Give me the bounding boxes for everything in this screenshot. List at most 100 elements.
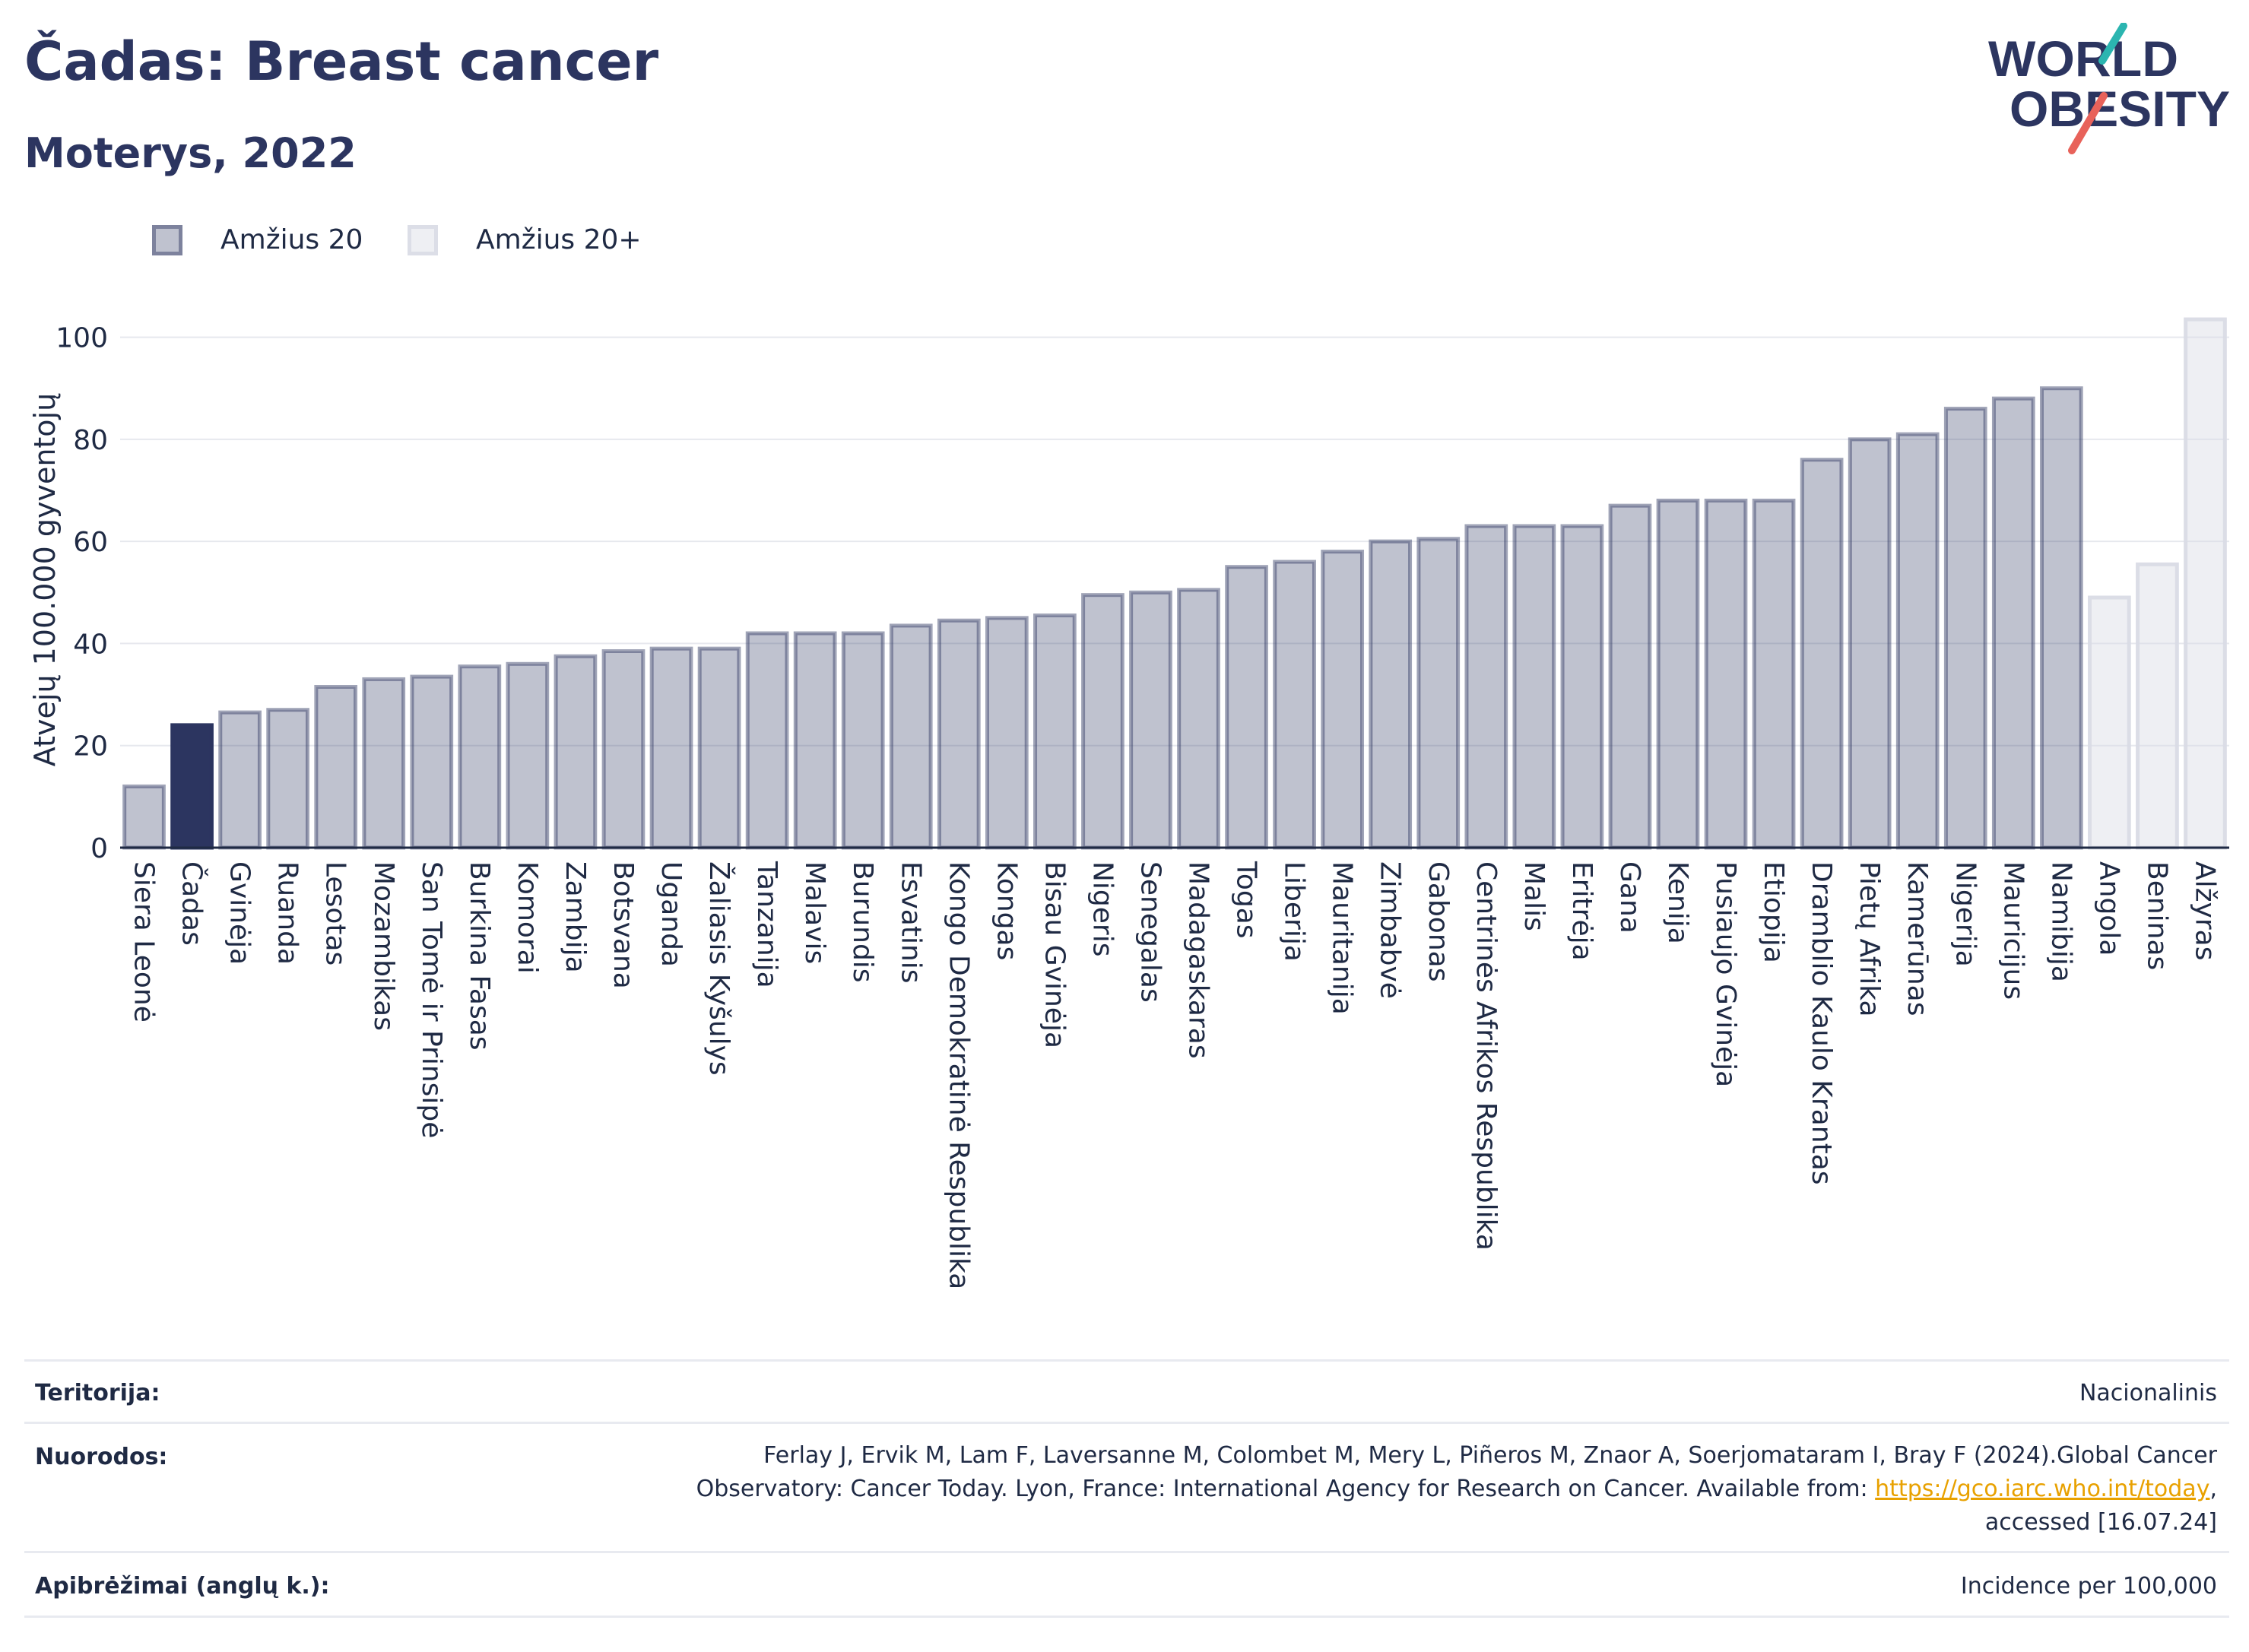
bar-19[interactable]	[985, 616, 1029, 850]
legend-swatch-age-20	[152, 224, 182, 255]
bar-6[interactable]	[362, 677, 406, 850]
y-tick-label: 20	[73, 731, 108, 763]
bar-34[interactable]	[1704, 498, 1748, 850]
x-tick-label: Pusiaujo Gvinėja	[1710, 861, 1741, 1087]
bar-31[interactable]	[1560, 524, 1604, 850]
bar-35[interactable]	[1752, 498, 1796, 850]
bar-44[interactable]	[2184, 317, 2227, 850]
bar-14[interactable]	[745, 631, 789, 850]
bar-9[interactable]	[506, 661, 550, 850]
bar-42[interactable]	[2088, 595, 2131, 850]
bar-21[interactable]	[1081, 593, 1124, 850]
x-tick-label: Burkina Fasas	[464, 861, 495, 1051]
legend-item-age-20[interactable]: Amžius 20	[152, 224, 363, 255]
bar-41[interactable]	[2039, 386, 2083, 850]
info-row-definitions: Apibrėžimai (anglų k.): Incidence per 10…	[24, 1551, 2229, 1618]
bar-43[interactable]	[2136, 562, 2179, 850]
bar-22[interactable]	[1129, 590, 1172, 850]
bar-11[interactable]	[601, 649, 646, 850]
legend-item-age-20-plus[interactable]: Amžius 20+	[408, 224, 642, 255]
x-tick-label: Botsvana	[607, 861, 639, 989]
x-tick-label: Malis	[1518, 861, 1550, 931]
references-line-3: accessed [16.07.24]	[1984, 1509, 2217, 1536]
bar-10[interactable]	[554, 654, 598, 850]
bar-15[interactable]	[793, 631, 837, 850]
bar-5[interactable]	[314, 685, 358, 850]
bar-4[interactable]	[266, 708, 310, 850]
bar-30[interactable]	[1512, 524, 1556, 850]
logo-line-1: WORLD	[1988, 30, 2178, 87]
bar-25[interactable]	[1273, 560, 1316, 850]
x-tick-label: Nigeris	[1086, 861, 1118, 957]
y-tick-label: 40	[73, 629, 108, 660]
bar-26[interactable]	[1321, 550, 1365, 850]
references-line-1: Ferlay J, Ervik M, Lam F, Laversanne M, …	[763, 1442, 2217, 1469]
y-tick-label: 100	[56, 323, 108, 354]
legend-label-age-20-plus: Amžius 20+	[476, 224, 642, 255]
references-value: Ferlay J, Ervik M, Lam F, Laversanne M, …	[696, 1439, 2217, 1539]
references-line-2: Observatory: Cancer Today. Lyon, France:…	[696, 1473, 2217, 1506]
x-tick-label: Malavis	[799, 861, 830, 964]
references-link[interactable]: https://gco.iarc.who.int/today	[1875, 1476, 2210, 1502]
bar-40[interactable]	[1991, 396, 2035, 850]
y-axis-label: Atvejų 100.000 gyventojų	[28, 393, 62, 766]
territory-value: Nacionalinis	[2079, 1380, 2217, 1406]
x-tick-label: Mauritanija	[1327, 861, 1358, 1015]
bar-16[interactable]	[841, 631, 885, 850]
definitions-label: Apibrėžimai (anglų k.):	[35, 1573, 330, 1600]
bar-38[interactable]	[1895, 432, 1940, 850]
world-obesity-logo: WORLD OBESITY	[1988, 23, 2230, 154]
bar-36[interactable]	[1800, 458, 1844, 850]
references-line-2-text: Observatory: Cancer Today. Lyon, France:…	[696, 1476, 1876, 1502]
x-tick-label: Žaliasis Kyšulys	[703, 861, 735, 1076]
bar-27[interactable]	[1369, 539, 1413, 850]
bar-13[interactable]	[697, 646, 741, 850]
bar-2[interactable]	[170, 723, 214, 850]
bar-8[interactable]	[458, 664, 502, 850]
bars	[122, 317, 2227, 850]
references-line-2-end: ,	[2209, 1476, 2217, 1502]
bar-23[interactable]	[1177, 588, 1220, 850]
bar-20[interactable]	[1033, 614, 1077, 850]
bar-17[interactable]	[889, 623, 933, 850]
logo-slash-teal	[2098, 23, 2127, 65]
x-tick-label: Alžyras	[2189, 861, 2220, 960]
x-tick-label: Madagaskaras	[1183, 861, 1214, 1059]
bar-32[interactable]	[1608, 503, 1652, 850]
bar-39[interactable]	[1943, 407, 1987, 850]
definitions-value: Incidence per 100,000	[1960, 1573, 2217, 1600]
bar-1[interactable]	[122, 784, 166, 850]
x-tick-label: Senegalas	[1134, 861, 1166, 1003]
x-tick-label: Kongas	[991, 861, 1022, 960]
chart-subtitle: Moterys, 2022	[24, 129, 357, 177]
y-tick-label: 0	[90, 833, 108, 864]
logo-slash-coral	[2068, 92, 2108, 154]
bar-3[interactable]	[218, 710, 262, 850]
y-axis-ticks: 0 20 40 60 80 100	[56, 323, 108, 864]
logo-line-2: OBESITY	[2010, 81, 2230, 137]
bar-7[interactable]	[410, 674, 454, 850]
x-tick-label: Gana	[1614, 861, 1645, 934]
bar-18[interactable]	[937, 618, 981, 850]
chart-title: Čadas: Breast cancer	[24, 30, 659, 93]
x-tick-label: Esvatinis	[895, 861, 926, 984]
x-tick-label: Kongo Demokratinė Respublika	[943, 861, 974, 1289]
bar-29[interactable]	[1464, 524, 1508, 850]
bar-28[interactable]	[1416, 537, 1461, 850]
x-tick-label: Gvinėja	[224, 861, 255, 965]
bar-33[interactable]	[1656, 498, 1700, 850]
x-tick-label: Beninas	[2141, 861, 2172, 970]
x-tick-label: San Tomė ir Prinsipė	[416, 861, 447, 1138]
x-tick-label: Kenija	[1662, 861, 1693, 944]
x-tick-label: Siera Leonė	[128, 861, 160, 1023]
x-axis-labels: Siera Leonė Čadas Gvinėja Ruanda Lesotas Moza…	[128, 861, 2221, 1289]
references-label: Nuorodos:	[35, 1444, 168, 1470]
x-tick-label: Nigerija	[1949, 861, 1981, 967]
x-tick-label: Centrinės Afrikos Respublika	[1470, 861, 1502, 1251]
bar-12[interactable]	[649, 646, 693, 850]
bar-37[interactable]	[1848, 437, 1892, 850]
grid-lines	[120, 336, 2229, 747]
territory-label: Teritorija:	[35, 1380, 160, 1406]
bar-24[interactable]	[1225, 565, 1268, 850]
x-tick-label: Mozambikas	[368, 861, 399, 1031]
